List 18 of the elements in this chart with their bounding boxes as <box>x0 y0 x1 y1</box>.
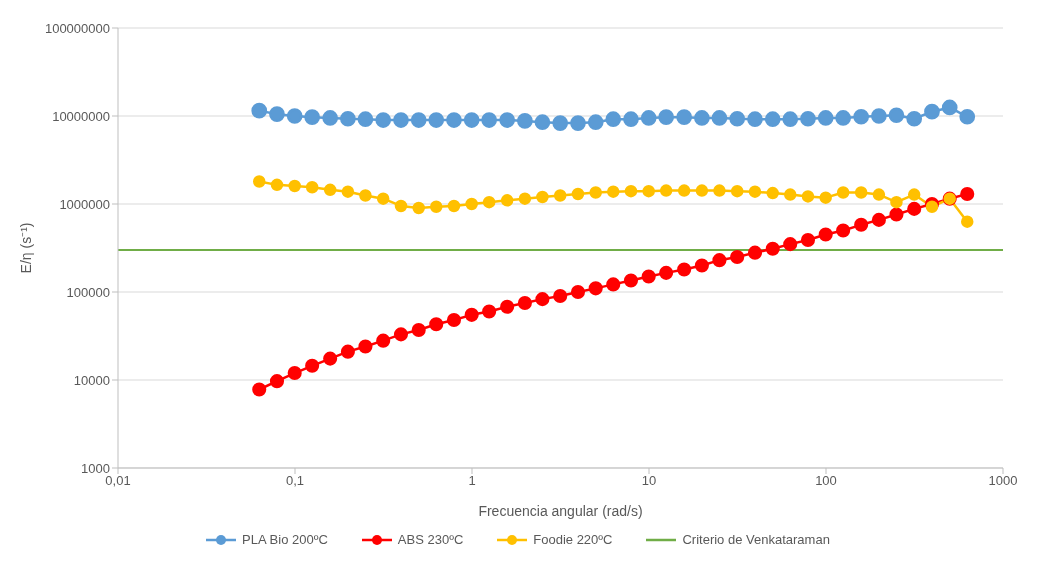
x-tick-label: 1 <box>468 473 476 489</box>
x-axis-title: Frecuencia angular (rad/s) <box>478 503 643 519</box>
x-tick-label: 100 <box>815 473 837 489</box>
legend-label: ABS 230ºC <box>397 532 464 547</box>
legend-label: Criterio de Venkataraman <box>682 532 830 547</box>
x-tick-label: 1000 <box>988 473 1018 489</box>
x-tick-label: 10 <box>641 473 657 489</box>
y-axis-title: E/η (s⁻¹) <box>17 222 34 274</box>
y-tick-label: 100000000 <box>44 20 110 36</box>
x-tick-label: 0,1 <box>285 473 305 489</box>
x-tick-label: 0,01 <box>105 473 131 489</box>
legend-label: PLA Bio 200ºC <box>242 532 328 547</box>
y-tick-label: 100000 <box>66 284 110 300</box>
y-tick-label: 1000000 <box>59 196 110 212</box>
y-tick-label: 10000000 <box>52 108 110 124</box>
legend-label: Foodie 220ºC <box>533 532 613 547</box>
y-tick-label: 1000 <box>81 460 110 476</box>
y-tick-label: 10000 <box>73 372 110 388</box>
